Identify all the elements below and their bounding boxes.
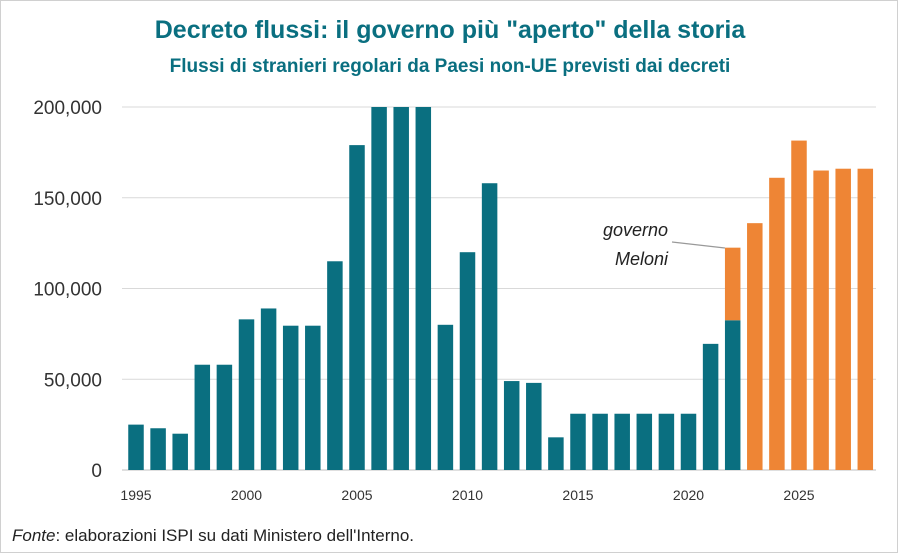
bar-orange [813, 170, 829, 470]
y-tick-label: 150,000 [33, 189, 102, 210]
bar-teal [548, 437, 564, 470]
bar-teal [503, 381, 520, 470]
y-tick-label: 50,000 [44, 370, 102, 391]
bar-teal [128, 424, 144, 470]
bar-teal [393, 107, 409, 470]
bar-teal [172, 433, 188, 470]
bar-teal [614, 413, 630, 470]
bar-teal [260, 308, 277, 470]
x-tick-label: 2005 [341, 487, 372, 503]
bar-orange [769, 177, 785, 470]
bar-teal [526, 382, 542, 470]
bar-teal [680, 413, 697, 470]
chart-title: Decreto flussi: il governo più "aperto" … [154, 16, 746, 44]
source-note: Fonte: elaborazioni ISPI su dati Ministe… [12, 526, 414, 546]
x-tick-label: 1995 [120, 487, 151, 503]
bar-teal [592, 413, 608, 470]
x-tick-label: 2010 [452, 487, 483, 503]
bar-orange [835, 168, 851, 470]
bar-teal [349, 145, 365, 471]
bar-orange [724, 247, 741, 321]
y-tick-label: 200,000 [33, 98, 102, 119]
bar-teal [459, 252, 476, 470]
annotation-leader-line [671, 241, 726, 249]
bar-teal [437, 324, 454, 470]
bar-teal [327, 261, 343, 470]
x-tick-label: 2000 [231, 487, 262, 503]
x-axis-ticks: 1995 2000 2005 2010 2015 2020 2025 [120, 487, 814, 503]
y-tick-label: 0 [91, 461, 102, 482]
x-tick-label: 2025 [783, 487, 814, 503]
source-text: : elaborazioni ISPI su dati Ministero de… [55, 526, 415, 545]
bar-teal [570, 413, 586, 470]
chart-subtitle: Flussi di stranieri regolari da Paesi no… [169, 56, 731, 77]
annotation: governo Meloni [603, 220, 726, 269]
x-tick-label: 2015 [562, 487, 593, 503]
bar-orange [857, 168, 874, 470]
bar-teal [216, 364, 233, 470]
y-axis-ticks: 0 50,000 100,000 150,000 200,000 [33, 98, 102, 482]
bars [128, 107, 874, 471]
bar-teal [150, 428, 166, 470]
bar-teal [658, 413, 675, 470]
bar-teal [238, 319, 255, 470]
bar-orange [747, 223, 763, 470]
x-tick-label: 2020 [673, 487, 704, 503]
bar-teal [194, 364, 211, 470]
bar-orange [791, 140, 807, 470]
bar-teal [636, 413, 653, 470]
bar-teal [305, 325, 321, 470]
bar-teal [371, 107, 387, 470]
bar-teal [702, 343, 719, 470]
gridlines [122, 106, 876, 471]
bar-teal [481, 183, 498, 471]
annotation-line-2: Meloni [615, 249, 669, 269]
annotation-line-1: governo [603, 220, 668, 240]
source-label: Fonte [12, 526, 56, 545]
bar-teal [282, 325, 299, 470]
bar-teal [415, 107, 432, 470]
y-tick-label: 100,000 [33, 280, 102, 301]
bar-teal [724, 320, 741, 470]
